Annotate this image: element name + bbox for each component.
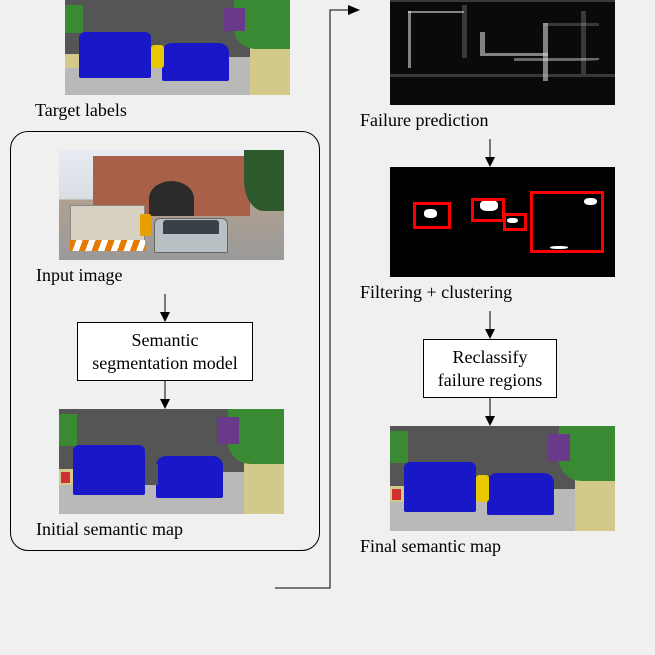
reclassify-label-2: failure regions — [438, 370, 542, 390]
semantic-segmentation-label-2: segmentation model — [92, 353, 237, 373]
target-labels-caption: Target labels — [10, 100, 320, 121]
semantic-segmentation-box: Semantic segmentation model — [77, 322, 252, 381]
final-semantic-map-image — [390, 426, 615, 531]
failure-prediction-caption: Failure prediction — [335, 110, 645, 131]
input-image-caption: Input image — [23, 265, 307, 286]
arrow-icon — [23, 381, 307, 409]
arrow-icon — [23, 294, 307, 322]
arrow-icon — [335, 139, 645, 167]
pipeline-group-box: Input image Semantic segmentation model — [10, 131, 320, 551]
cluster-red-box — [471, 198, 505, 222]
filtering-clustering-image — [390, 167, 615, 277]
reclassify-label-1: Reclassify — [453, 347, 528, 367]
initial-semantic-map-caption: Initial semantic map — [23, 519, 307, 540]
input-image — [59, 150, 284, 260]
semantic-segmentation-label-1: Semantic — [132, 330, 199, 350]
cluster-red-box — [413, 202, 451, 228]
initial-semantic-map-image — [59, 409, 284, 514]
final-semantic-map-caption: Final semantic map — [335, 536, 645, 557]
reclassify-box: Reclassify failure regions — [423, 339, 557, 398]
right-column: Failure prediction Filtering + clusterin… — [335, 0, 645, 565]
arrow-icon — [335, 311, 645, 339]
target-labels-block — [10, 0, 320, 95]
cluster-red-box — [503, 213, 528, 231]
filtering-clustering-caption: Filtering + clustering — [335, 282, 645, 303]
arrow-icon — [335, 398, 645, 426]
left-column: Target labels Input image Semantic segme… — [10, 0, 320, 551]
target-labels-image — [65, 0, 290, 95]
cluster-red-box — [530, 191, 604, 253]
failure-prediction-image — [390, 0, 615, 105]
